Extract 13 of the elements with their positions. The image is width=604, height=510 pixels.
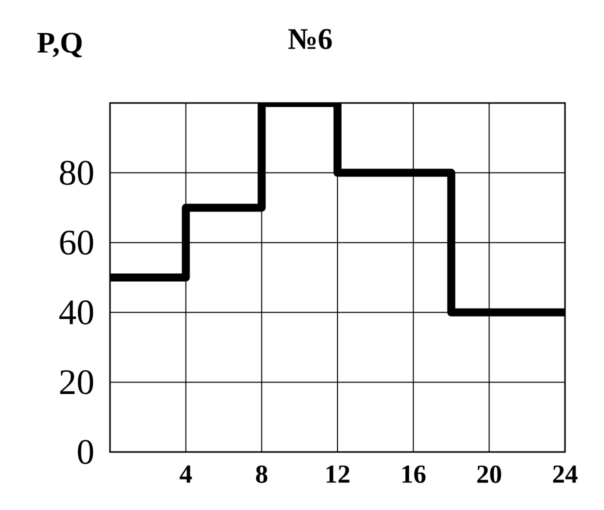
x-tick-label: 8 bbox=[256, 466, 268, 483]
y-tick-label: 60 bbox=[60, 230, 94, 255]
x-tick-label: 12 bbox=[326, 466, 350, 483]
y-tick-label: 0 bbox=[78, 440, 94, 464]
x-tick-label: 16 bbox=[402, 466, 426, 483]
x-tick-label: 24 bbox=[553, 466, 578, 483]
chart-title: №6 bbox=[288, 29, 332, 50]
y-tick-label: 20 bbox=[60, 370, 94, 394]
y-tick-label: 80 bbox=[60, 160, 94, 185]
y-tick-label: 40 bbox=[59, 300, 94, 324]
y-axis-title: P,Q bbox=[37, 32, 82, 58]
x-tick-label: 20 bbox=[477, 466, 502, 483]
x-tick-label: 4 bbox=[180, 466, 192, 483]
